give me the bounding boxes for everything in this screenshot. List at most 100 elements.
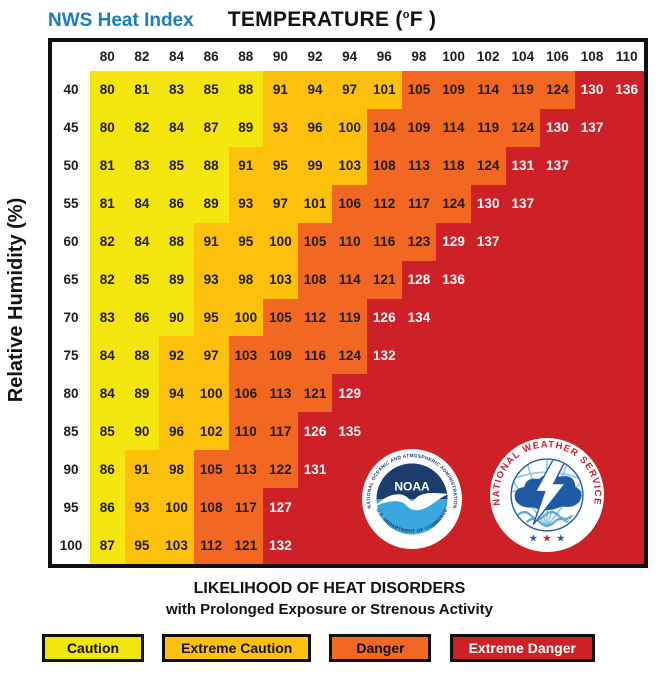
heat-index-cell — [540, 374, 575, 413]
heat-index-cell: 112 — [297, 298, 333, 337]
heat-index-cell: 103 — [332, 146, 367, 185]
heat-index-cell: 136 — [609, 71, 644, 109]
heat-index-cell: 91 — [263, 71, 298, 109]
temperature-column-header: 80 — [99, 49, 115, 64]
nws-star-icon: ★ — [529, 534, 538, 545]
likelihood-title: LIKELIHOOD OF HEAT DISORDERS — [193, 580, 466, 597]
heat-index-cell: 119 — [470, 108, 506, 147]
humidity-row-header: 85 — [63, 423, 79, 439]
heat-index-cell: 97 — [193, 336, 229, 375]
heat-index-cell: 84 — [124, 222, 160, 261]
nws-star-icon: ★ — [542, 534, 551, 545]
heat-index-cell: 100 — [159, 488, 194, 527]
heat-index-cell — [574, 146, 610, 185]
heat-index-cell: 80 — [90, 71, 125, 109]
heat-index-cell: 123 — [401, 222, 437, 261]
heat-index-cell: 81 — [90, 184, 125, 223]
legend-item-extreme-danger: Extreme Danger — [449, 634, 595, 662]
heat-index-cell — [540, 222, 575, 261]
heat-index-cell: 83 — [90, 298, 125, 337]
heat-index-cell: 100 — [228, 298, 264, 337]
heat-index-cell: 114 — [470, 71, 506, 109]
heat-index-cell: 102 — [193, 412, 229, 451]
humidity-row-header: 90 — [63, 461, 79, 477]
heat-index-cell: 91 — [193, 222, 229, 261]
heat-index-cell: 93 — [228, 184, 264, 223]
heat-index-cell: 116 — [297, 336, 333, 375]
heat-index-cell: 89 — [193, 184, 229, 223]
heat-index-cell: 108 — [297, 260, 333, 299]
heat-index-cell: 94 — [297, 71, 333, 109]
heat-index-cell — [436, 336, 471, 375]
heat-index-cell: 119 — [505, 71, 541, 109]
heat-index-cell — [332, 488, 367, 527]
heat-index-cell: 86 — [90, 450, 125, 489]
heat-index-cell — [401, 336, 437, 375]
heat-index-cell: 112 — [367, 184, 402, 223]
heat-index-cell: 85 — [193, 71, 229, 109]
heat-index-cell — [297, 526, 333, 564]
heat-index-cell: 95 — [263, 146, 298, 185]
temperature-axis-title: TEMPERATURE (oF ) — [227, 8, 437, 31]
heat-index-cell — [609, 298, 644, 337]
heat-index-table: 80 82 84 86 88 90 92 94 96 98 100 102 104 106 108 110 4… — [48, 38, 648, 568]
heat-index-cell — [367, 412, 402, 451]
heat-index-cell: 108 — [193, 488, 229, 527]
heat-index-cell — [574, 298, 610, 337]
heat-index-cell: 90 — [159, 298, 194, 337]
heat-index-cell: 100 — [332, 108, 367, 147]
heat-index-cell: 109 — [436, 71, 471, 109]
humidity-row-header: 75 — [63, 347, 79, 363]
heat-index-cell: 108 — [367, 146, 402, 185]
heat-index-cell — [367, 374, 402, 413]
heat-index-cell: 87 — [90, 526, 125, 564]
heat-index-cell: 96 — [297, 108, 333, 147]
heat-index-cell: 113 — [401, 146, 437, 185]
heat-index-cell — [505, 298, 541, 337]
relative-humidity-axis-label: Relative Humidity (%) — [5, 197, 27, 403]
heat-index-cell: 91 — [228, 146, 264, 185]
legend-item-danger: Danger — [329, 634, 432, 662]
heat-index-cell: 88 — [159, 222, 194, 261]
heat-index-cell: 119 — [332, 298, 367, 337]
heat-index-cell: 105 — [193, 450, 229, 489]
heat-index-cell: 110 — [228, 412, 264, 451]
heat-index-cell: 105 — [297, 222, 333, 261]
heat-index-cell — [609, 184, 644, 223]
heat-index-cell: 85 — [124, 260, 160, 299]
heat-index-cell: 89 — [159, 260, 194, 299]
heat-index-cell: 88 — [124, 336, 160, 375]
heat-index-cell: 136 — [436, 260, 471, 299]
likelihood-subtitle: with Prolonged Exposure or Strenous Acti… — [166, 601, 493, 618]
humidity-row-header: 70 — [63, 309, 79, 325]
heat-index-cell: 84 — [159, 108, 194, 147]
heat-index-cell: 117 — [401, 184, 437, 223]
humidity-row-headers: 40 45 50 55 60 65 70 75 80 85 90 95 100 — [52, 71, 90, 564]
temperature-column-header: 98 — [411, 49, 427, 64]
heat-index-cell: 118 — [436, 146, 471, 185]
heat-index-cell: 105 — [263, 298, 298, 337]
temperature-column-header: 94 — [342, 49, 358, 64]
heat-index-cell: 106 — [332, 184, 367, 223]
heat-index-cell — [609, 260, 644, 299]
heat-index-cell — [609, 336, 644, 375]
heat-index-cell: 130 — [574, 71, 610, 109]
heat-index-cell — [436, 298, 471, 337]
heat-index-cell: 137 — [505, 184, 541, 223]
heat-index-cell — [470, 336, 506, 375]
temperature-column-header: 108 — [580, 49, 604, 64]
heat-index-cell: 103 — [228, 336, 264, 375]
heat-index-cell: 101 — [297, 184, 333, 223]
heat-index-cell: 81 — [124, 71, 160, 109]
heat-index-cell: 82 — [90, 222, 125, 261]
heat-index-cell: 106 — [228, 374, 264, 413]
heat-index-cell: 114 — [436, 108, 471, 147]
heat-index-cell: 124 — [436, 184, 471, 223]
heat-index-cell — [574, 412, 610, 451]
heat-index-cell: 130 — [540, 108, 575, 147]
heat-index-cell: 129 — [436, 222, 471, 261]
heat-index-cell: 122 — [263, 450, 298, 489]
temperature-column-header: 84 — [169, 49, 185, 64]
humidity-row-header: 50 — [63, 158, 79, 174]
heat-index-cell: 87 — [193, 108, 229, 147]
